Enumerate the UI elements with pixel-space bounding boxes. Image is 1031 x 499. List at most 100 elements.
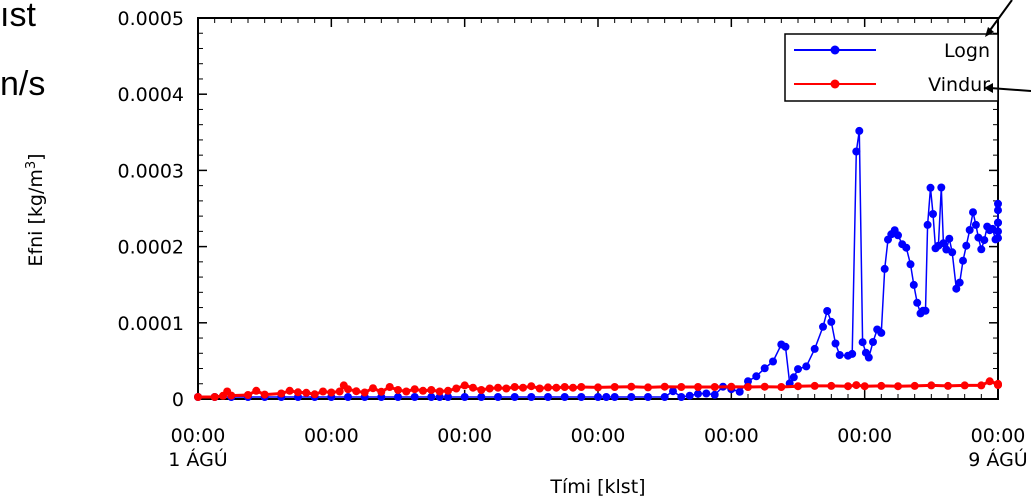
data-point-logn: [831, 339, 840, 348]
data-point-vindur: [827, 381, 836, 390]
data-point-logn: [685, 391, 694, 400]
legend: Logn Vindur: [784, 33, 999, 102]
data-point-vindur: [277, 389, 286, 398]
y-tick-label: 0.0005: [118, 8, 184, 30]
data-point-vindur: [502, 384, 511, 393]
data-point-logn: [694, 389, 702, 398]
data-point-vindur: [627, 382, 636, 391]
data-point-vindur: [335, 387, 344, 396]
data-point-logn: [848, 349, 857, 358]
data-point-logn: [560, 393, 569, 401]
data-point-vindur: [694, 383, 702, 391]
data-point-vindur: [594, 383, 602, 392]
legend-marker-vindur: [830, 79, 840, 89]
data-point-logn: [669, 387, 677, 396]
data-point-logn: [735, 387, 744, 396]
data-point-logn: [994, 218, 1002, 227]
data-point-vindur: [444, 386, 452, 395]
legend-box: [784, 33, 999, 102]
data-point-vindur: [844, 382, 852, 391]
data-point-vindur: [569, 383, 577, 392]
data-point-logn: [769, 357, 777, 366]
data-point-vindur: [460, 381, 469, 390]
series-logn: [194, 126, 1002, 401]
data-point-logn: [965, 226, 974, 234]
data-point-vindur: [419, 386, 427, 395]
data-point-logn: [677, 393, 686, 401]
data-point-logn: [858, 338, 867, 347]
data-point-logn: [760, 364, 769, 373]
data-point-logn: [923, 220, 932, 229]
data-point-logn: [819, 322, 827, 331]
data-point-logn: [994, 199, 1002, 208]
data-point-logn: [527, 393, 536, 401]
data-point-logn: [710, 390, 719, 399]
data-point-logn: [948, 248, 957, 257]
data-point-vindur: [294, 388, 302, 397]
data-point-logn: [802, 362, 811, 371]
data-point-logn: [577, 393, 586, 401]
data-point-logn: [939, 239, 948, 248]
data-point-logn: [410, 393, 419, 401]
data-point-logn: [937, 183, 946, 192]
data-point-vindur: [519, 383, 527, 392]
data-point-logn: [994, 234, 1002, 243]
data-point-vindur: [860, 382, 869, 391]
data-point-vindur: [544, 383, 552, 392]
data-point-logn: [510, 393, 519, 401]
data-point-logn: [955, 278, 964, 287]
data-point-vindur: [227, 391, 236, 400]
data-point-vindur: [327, 388, 336, 397]
data-point-logn: [781, 342, 790, 351]
data-point-vindur: [477, 386, 486, 394]
data-point-logn: [660, 393, 669, 401]
data-point-vindur: [310, 390, 319, 399]
data-point-logn: [744, 377, 752, 386]
data-point-logn: [945, 234, 954, 243]
data-point-logn: [544, 393, 552, 401]
data-point-vindur: [644, 383, 652, 392]
data-point-logn: [477, 393, 486, 401]
data-point-logn: [894, 231, 902, 240]
data-point-vindur: [552, 383, 561, 392]
data-point-vindur: [410, 385, 419, 394]
data-point-logn: [864, 353, 873, 362]
data-point-vindur: [960, 381, 969, 390]
data-point-vindur: [377, 387, 386, 396]
x-axis-title: Tími [klst]: [549, 476, 645, 498]
legend-label-logn: Logn: [944, 40, 990, 62]
data-point-logn: [810, 344, 819, 353]
data-point-vindur: [344, 385, 352, 394]
data-point-vindur: [894, 382, 902, 391]
data-point-logn: [602, 393, 611, 401]
arrow-to-logn: [987, 0, 1013, 34]
data-point-logn: [880, 264, 889, 273]
y-tick-label: 0.0001: [118, 313, 184, 335]
data-point-vindur: [194, 393, 202, 401]
data-point-vindur: [402, 387, 411, 396]
arrow-head-logn: [985, 27, 994, 37]
slide-fragments: ıst n/s: [0, 0, 45, 103]
data-point-vindur: [369, 384, 377, 393]
data-point-vindur: [927, 381, 936, 390]
x-tick-label: 00:00: [437, 425, 492, 447]
data-point-vindur: [577, 383, 586, 391]
data-point-logn: [869, 338, 877, 346]
annotation-arrows: [984, 0, 1031, 93]
data-point-logn: [594, 393, 602, 401]
data-point-vindur: [777, 383, 786, 391]
data-point-vindur: [352, 387, 361, 396]
data-point-logn: [913, 298, 922, 307]
data-point-logn: [969, 208, 977, 217]
data-point-vindur: [510, 383, 519, 391]
data-point-vindur: [727, 382, 736, 391]
data-point-vindur: [210, 393, 219, 401]
data-point-vindur: [535, 384, 544, 393]
data-point-vindur: [977, 381, 986, 390]
data-point-logn: [980, 236, 989, 245]
data-point-logn: [835, 351, 844, 359]
x-tick-label: 00:00: [837, 425, 892, 447]
x-axis: 00:00 00:00 00:00 00:00 00:00 00:00 00:001 ÁGÚ…: [168, 18, 1028, 471]
data-point-vindur: [985, 377, 994, 386]
